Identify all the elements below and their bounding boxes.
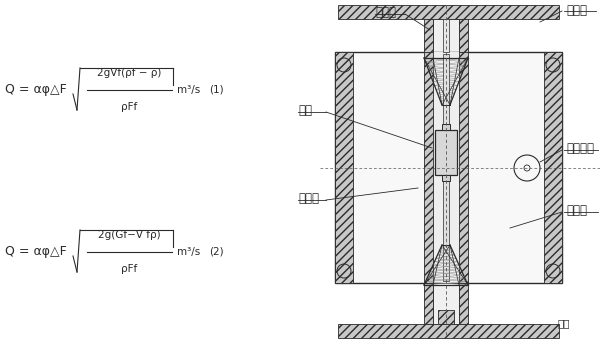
- Text: ρFf: ρFf: [121, 102, 137, 112]
- Text: m³/s: m³/s: [177, 85, 200, 95]
- Bar: [443, 54, 449, 281]
- Text: (1): (1): [209, 85, 224, 95]
- Text: 子锁: 子锁: [557, 318, 569, 328]
- Text: 显示器: 显示器: [375, 7, 396, 20]
- Bar: [459, 19, 468, 52]
- Bar: [338, 324, 559, 338]
- Text: ρFf: ρFf: [121, 264, 137, 274]
- Text: Q = αφ△F: Q = αφ△F: [5, 83, 67, 96]
- Bar: [438, 310, 454, 324]
- Bar: [459, 52, 468, 283]
- Text: 2gVf(ρf − ρ): 2gVf(ρf − ρ): [97, 68, 161, 78]
- Text: 2g(Gf−V fρ): 2g(Gf−V fρ): [98, 230, 161, 240]
- Text: 导向管: 导向管: [298, 191, 319, 204]
- Text: (2): (2): [209, 247, 224, 257]
- Bar: [338, 5, 559, 19]
- Bar: [544, 52, 562, 283]
- Bar: [424, 283, 433, 324]
- Bar: [335, 52, 353, 283]
- Text: Q = αφ△F: Q = αφ△F: [5, 246, 67, 259]
- Bar: [442, 124, 450, 130]
- Text: 测量管: 测量管: [566, 4, 587, 17]
- Bar: [435, 130, 457, 175]
- Bar: [433, 52, 459, 283]
- Bar: [459, 283, 468, 324]
- Text: 锥形管: 锥形管: [566, 203, 587, 216]
- Text: m³/s: m³/s: [177, 247, 200, 257]
- Text: 浮子: 浮子: [298, 104, 312, 117]
- Text: 随动系统: 随动系统: [566, 142, 594, 154]
- Bar: [443, 19, 449, 52]
- Bar: [424, 19, 433, 52]
- Bar: [433, 283, 459, 324]
- Bar: [424, 52, 433, 283]
- Bar: [335, 52, 562, 283]
- Bar: [433, 19, 459, 52]
- Bar: [442, 175, 450, 181]
